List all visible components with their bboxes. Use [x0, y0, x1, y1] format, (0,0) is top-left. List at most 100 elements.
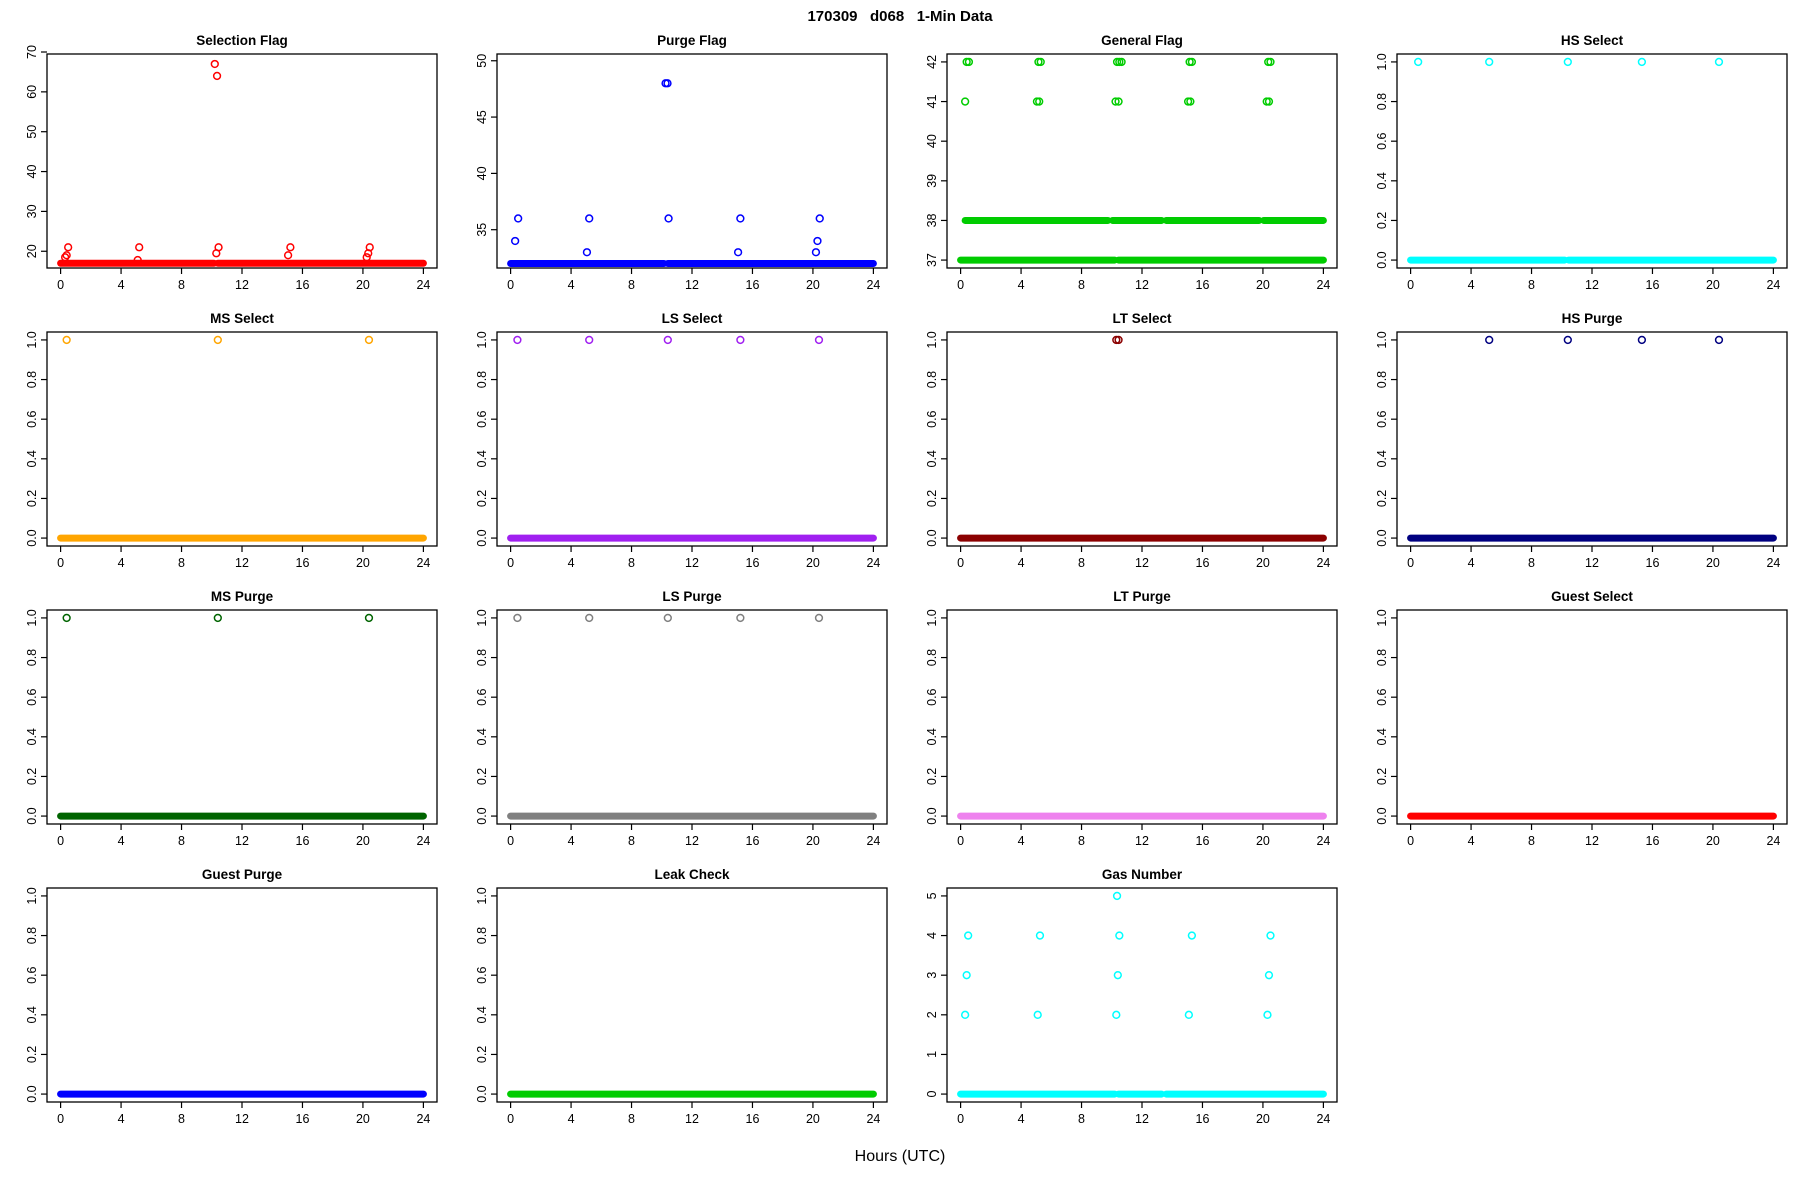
- x-axis: 0 4 8 12 16 20 24: [57, 546, 430, 570]
- svg-text:20: 20: [806, 834, 820, 848]
- svg-text:4: 4: [568, 278, 575, 292]
- svg-text:4: 4: [118, 834, 125, 848]
- chart-title: Gas Number: [1102, 867, 1183, 882]
- chart-svg-ls-select: LS Select 0 4 8 12 16 20 24 0.0 0.2 0.4 0.6 0.8 1.0: [475, 311, 888, 570]
- svg-text:0: 0: [57, 1112, 64, 1126]
- svg-text:4: 4: [1018, 1112, 1025, 1126]
- svg-text:4: 4: [1468, 556, 1475, 570]
- y-axis: 35 40 45 50: [475, 54, 497, 237]
- data-points: [60, 59, 374, 265]
- svg-text:0.4: 0.4: [1375, 728, 1389, 745]
- plot-box: [1396, 53, 1788, 269]
- plot-box: [496, 609, 888, 825]
- svg-text:0.2: 0.2: [925, 490, 939, 507]
- svg-text:0.8: 0.8: [925, 649, 939, 666]
- svg-text:8: 8: [178, 278, 185, 292]
- svg-text:16: 16: [746, 278, 760, 292]
- chart-title: General Flag: [1101, 33, 1183, 48]
- svg-text:0.0: 0.0: [1375, 529, 1389, 546]
- svg-text:0: 0: [957, 278, 964, 292]
- svg-text:24: 24: [416, 556, 430, 570]
- svg-text:1.0: 1.0: [1375, 331, 1389, 348]
- svg-text:39: 39: [925, 174, 939, 188]
- x-axis: 0 4 8 12 16 20 24: [57, 268, 430, 292]
- x-axis: 0 4 8 12 16 20 24: [57, 824, 430, 848]
- chart-panel-guest-select: Guest Select 0 4 8 12 16 20 24 0.0 0.2 0.4 0.6 0.8 1.…: [1350, 586, 1800, 864]
- chart-panel-lt-select: LT Select 0 4 8 12 16 20 24 0.0 0.2 0.4 0.6 0.8 1.0: [900, 308, 1350, 586]
- svg-text:24: 24: [1316, 834, 1330, 848]
- y-axis: 0.0 0.2 0.4 0.6 0.8 1.0: [25, 609, 47, 825]
- svg-text:20: 20: [356, 834, 370, 848]
- plot-box: [496, 887, 888, 1103]
- data-points: [62, 613, 374, 623]
- svg-text:20: 20: [806, 1112, 820, 1126]
- chart-panel-hs-purge: HS Purge 0 4 8 12 16 20 24 0.0 0.2 0.4 0.6 0.8 1.0: [1350, 308, 1800, 586]
- data-points: [960, 891, 1275, 1019]
- svg-text:16: 16: [1646, 278, 1660, 292]
- chart-title: Guest Select: [1551, 589, 1633, 604]
- svg-text:12: 12: [1135, 278, 1149, 292]
- chart-panel-ls-select: LS Select 0 4 8 12 16 20 24 0.0 0.2 0.4 0.6 0.8 1.0: [450, 308, 900, 586]
- svg-text:8: 8: [1078, 1112, 1085, 1126]
- svg-text:4: 4: [568, 834, 575, 848]
- svg-text:12: 12: [685, 1112, 699, 1126]
- svg-text:12: 12: [685, 556, 699, 570]
- svg-text:0.6: 0.6: [25, 966, 39, 983]
- svg-text:20: 20: [25, 244, 39, 258]
- chart-panel-lt-purge: LT Purge 0 4 8 12 16 20 24 0.0 0.2 0.4 0.6 0.8 1.0: [900, 586, 1350, 864]
- svg-text:8: 8: [1078, 556, 1085, 570]
- svg-text:1.0: 1.0: [25, 331, 39, 348]
- svg-text:0.4: 0.4: [25, 728, 39, 745]
- svg-text:0.2: 0.2: [475, 490, 489, 507]
- svg-text:38: 38: [925, 213, 939, 227]
- chart-title: HS Purge: [1562, 311, 1623, 326]
- svg-text:24: 24: [1766, 834, 1780, 848]
- svg-text:40: 40: [475, 166, 489, 180]
- svg-text:50: 50: [25, 125, 39, 139]
- svg-text:24: 24: [1766, 556, 1780, 570]
- x-axis: 0 4 8 12 16 20 24: [57, 1102, 430, 1126]
- chart-panel-gas-number: Gas Number 0 4 8 12 16 20 24 0 1 2 3 4 5: [900, 864, 1350, 1142]
- svg-text:12: 12: [235, 556, 249, 570]
- svg-text:0.6: 0.6: [1375, 410, 1389, 427]
- chart-title: LT Select: [1112, 311, 1172, 326]
- plot-box: [496, 331, 888, 547]
- y-axis: 0.0 0.2 0.4 0.6 0.8 1.0: [25, 887, 47, 1103]
- svg-text:4: 4: [118, 1112, 125, 1126]
- data-points: [1112, 335, 1123, 345]
- svg-text:8: 8: [178, 1112, 185, 1126]
- plot-box: [946, 609, 1338, 825]
- svg-text:0.0: 0.0: [475, 1085, 489, 1102]
- svg-text:0.2: 0.2: [25, 768, 39, 785]
- baseline-runs: [957, 216, 1327, 264]
- chart-title: HS Select: [1561, 33, 1624, 48]
- chart-svg-general-flag: General Flag 0 4 8 12 16 20 24 37 38 39 40 41 42: [925, 33, 1338, 292]
- svg-text:0: 0: [507, 1112, 514, 1126]
- svg-text:0.8: 0.8: [25, 649, 39, 666]
- chart-grid: Selection Flag 0 4 8 12 16 20 24 20 30 40 50 60 70 Pur…: [0, 30, 1800, 1142]
- svg-text:16: 16: [296, 556, 310, 570]
- svg-text:0: 0: [925, 1091, 939, 1098]
- svg-text:0.0: 0.0: [1375, 251, 1389, 268]
- chart-title: MS Select: [210, 311, 274, 326]
- svg-text:16: 16: [746, 834, 760, 848]
- chart-panel-hs-select: HS Select 0 4 8 12 16 20 24 0.0 0.2 0.4 0.6 0.8 1.0: [1350, 30, 1800, 308]
- svg-text:20: 20: [356, 278, 370, 292]
- svg-text:0.2: 0.2: [1375, 768, 1389, 785]
- x-axis: 0 4 8 12 16 20 24: [1407, 546, 1780, 570]
- svg-text:12: 12: [685, 834, 699, 848]
- x-axis-label: Hours (UTC): [854, 1148, 946, 1165]
- svg-text:4: 4: [925, 932, 939, 939]
- chart-svg-ls-purge: LS Purge 0 4 8 12 16 20 24 0.0 0.2 0.4 0.6 0.8 1.0: [475, 589, 888, 848]
- svg-text:16: 16: [1196, 278, 1210, 292]
- chart-svg-selection-flag: Selection Flag 0 4 8 12 16 20 24 20 30 40 50 60 70: [25, 33, 438, 292]
- data-points: [62, 335, 374, 345]
- svg-text:4: 4: [568, 556, 575, 570]
- plot-box: [1396, 609, 1788, 825]
- svg-text:16: 16: [296, 834, 310, 848]
- svg-text:0: 0: [1407, 556, 1414, 570]
- svg-text:0.2: 0.2: [475, 768, 489, 785]
- svg-text:12: 12: [1135, 1112, 1149, 1126]
- svg-text:24: 24: [866, 278, 880, 292]
